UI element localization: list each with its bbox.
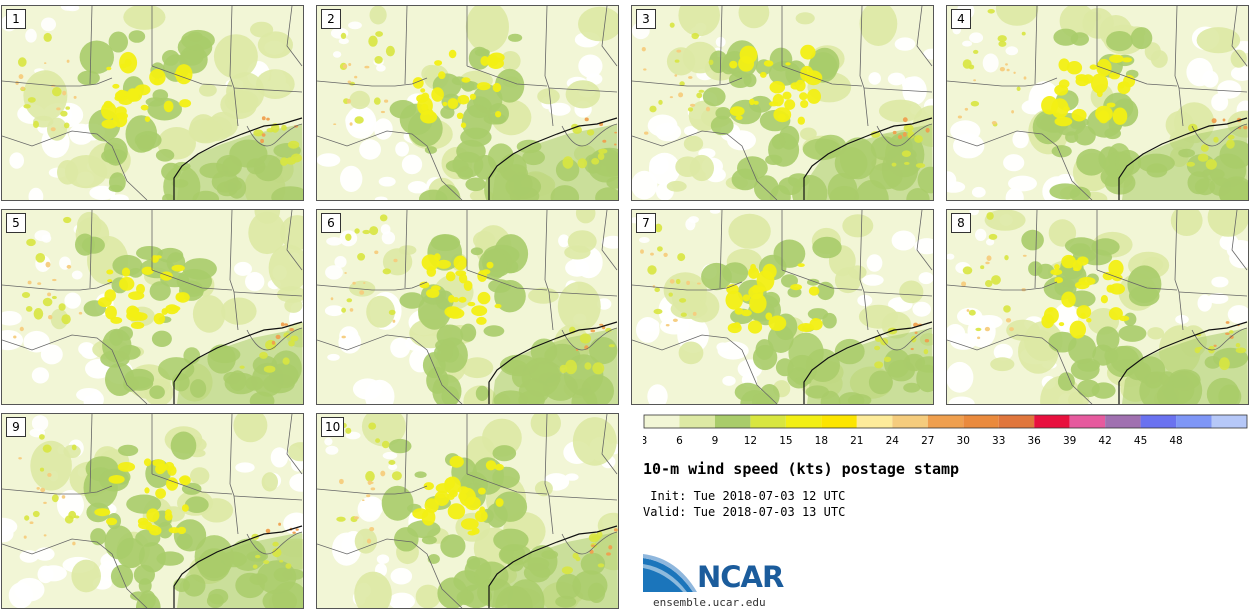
wind-speed-map — [2, 414, 303, 608]
colorbar-segment — [963, 415, 999, 428]
wind-speed-map — [317, 414, 618, 608]
wind-speed-map — [2, 210, 303, 404]
colorbar-tick-label: 30 — [957, 435, 970, 447]
map-panel: 3 — [631, 5, 934, 201]
map-panel: 7 — [631, 209, 934, 405]
wind-speed-map — [632, 210, 933, 404]
colorbar-segment — [1140, 415, 1177, 428]
colorbar-segment — [1034, 415, 1070, 428]
colorbar-segment — [1211, 415, 1247, 428]
colorbar-tick-label: 24 — [886, 435, 900, 447]
colorbar-segment — [856, 415, 893, 428]
member-label: 3 — [636, 9, 656, 29]
colorbar-segment — [750, 415, 786, 428]
colorbar-tick-label: 36 — [1027, 435, 1041, 447]
wind-speed-map — [2, 6, 303, 200]
colorbar-tick-label: 48 — [1169, 435, 1182, 447]
colorbar: 3 6 9 12 15 18 21 24 27 30 33 36 39 42 45 48 — [643, 414, 1248, 447]
wind-speed-map — [947, 210, 1248, 404]
colorbar-segment — [785, 415, 822, 428]
map-panel: 1 — [1, 5, 304, 201]
wind-speed-map — [317, 6, 618, 200]
colorbar-tick-label: 42 — [1098, 435, 1111, 447]
map-panel: 8 — [946, 209, 1249, 405]
colorbar-segment — [892, 415, 928, 428]
member-label: 6 — [321, 213, 341, 233]
member-label: 10 — [321, 417, 345, 437]
plot-title: 10-m wind speed (kts) postage stamp — [643, 460, 960, 478]
colorbar-tick-label: 6 — [676, 435, 683, 447]
map-panel: 10 — [316, 413, 619, 609]
colorbar-segment — [644, 415, 680, 428]
wind-speed-map — [317, 210, 618, 404]
colorbar-tick-label: 3 — [643, 435, 647, 447]
map-panel: 5 — [1, 209, 304, 405]
member-label: 9 — [6, 417, 26, 437]
map-panel: 9 — [1, 413, 304, 609]
member-label: 8 — [951, 213, 971, 233]
ncar-logo-icon — [643, 554, 697, 592]
colorbar-segment — [927, 415, 964, 428]
colorbar-tick-label: 45 — [1134, 435, 1147, 447]
member-label: 2 — [321, 9, 341, 29]
colorbar-tick-label: 27 — [921, 435, 934, 447]
map-panel: 2 — [316, 5, 619, 201]
valid-time: Valid: Tue 2018-07-03 13 UTC — [643, 505, 846, 519]
member-label: 5 — [6, 213, 26, 233]
logo-name: NCAR — [697, 560, 784, 594]
colorbar-segment — [1105, 415, 1141, 428]
colorbar-tick-label: 33 — [992, 435, 1005, 447]
logo-url: ensemble.ucar.edu — [653, 596, 766, 609]
colorbar-segment — [1176, 415, 1212, 428]
colorbar-tick-label: 39 — [1063, 435, 1076, 447]
init-time: Init: Tue 2018-07-03 12 UTC — [643, 489, 846, 503]
map-panel: 4 — [946, 5, 1249, 201]
colorbar-segment — [714, 415, 751, 428]
colorbar-tick-label: 18 — [815, 435, 828, 447]
member-label: 4 — [951, 9, 971, 29]
wind-speed-map — [632, 6, 933, 200]
colorbar-tick-label: 12 — [744, 435, 757, 447]
colorbar-tick-label: 21 — [850, 435, 863, 447]
colorbar-tick-label: 15 — [779, 435, 792, 447]
member-label: 7 — [636, 213, 656, 233]
colorbar-segment — [998, 415, 1035, 428]
colorbar-segment — [679, 415, 715, 428]
colorbar-segment — [1069, 415, 1106, 428]
member-label: 1 — [6, 9, 26, 29]
wind-speed-map — [947, 6, 1248, 200]
map-panel: 6 — [316, 209, 619, 405]
colorbar-tick-label: 9 — [712, 435, 719, 447]
colorbar-segment — [821, 415, 857, 428]
